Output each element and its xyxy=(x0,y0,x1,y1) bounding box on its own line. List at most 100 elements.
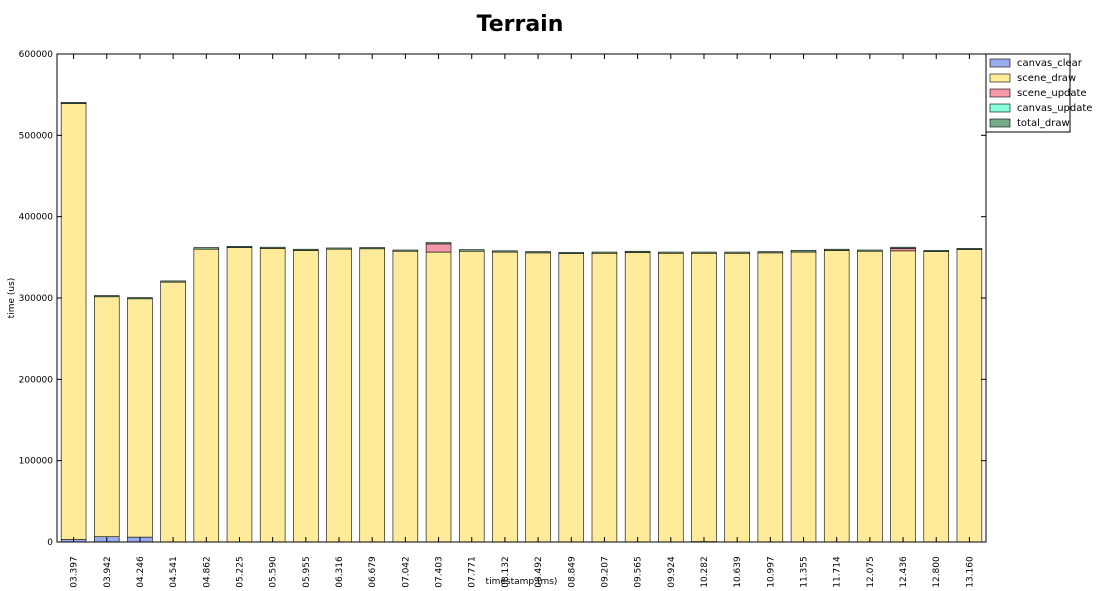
x-tick-label: 05.590 xyxy=(269,556,279,588)
bar-segment-total_draw-16 xyxy=(591,251,618,254)
bar-segment-total_draw-23 xyxy=(823,248,850,251)
bar-segment-total_draw-22 xyxy=(790,250,817,253)
y-tick-label: 0 xyxy=(47,538,53,548)
bar-segment-scene_draw-3 xyxy=(160,281,186,543)
x-tick-label: 12.436 xyxy=(899,556,909,588)
y-tick-label: 600000 xyxy=(19,50,54,60)
bar-segment-total_draw-8 xyxy=(326,247,352,250)
bar-segment-total_draw-13 xyxy=(492,250,518,253)
bar-segment-scene_update-11 xyxy=(425,243,452,253)
bar-segment-total_draw-14 xyxy=(525,251,551,254)
x-tick-label: 03.397 xyxy=(70,556,80,588)
bar-segment-scene_draw-11 xyxy=(425,251,452,543)
legend-label-scene_draw: scene_draw xyxy=(1017,73,1076,84)
y-tick-label: 100000 xyxy=(19,457,54,467)
x-tick-label: 11.714 xyxy=(833,556,843,588)
x-tick-label: 09.924 xyxy=(667,556,677,588)
bar-segment-scene_draw-0 xyxy=(60,103,87,540)
bar-segment-scene_draw-8 xyxy=(326,248,352,543)
bar-segment-total_draw-12 xyxy=(458,249,485,252)
bar-segment-scene_draw-16 xyxy=(591,252,618,543)
legend: canvas_clear scene_draw scene_updatecanvas… xyxy=(985,53,1092,133)
bar-segment-scene_draw-23 xyxy=(823,250,850,543)
bar-segment-total_draw-6 xyxy=(259,246,286,249)
bar-segment-scene_draw-12 xyxy=(458,250,485,543)
legend-label-scene_update: scene_update xyxy=(1017,88,1087,99)
x-tick-label: 12.800 xyxy=(932,556,942,588)
bar-segment-scene_draw-27 xyxy=(956,249,983,543)
bar-segment-scene_draw-10 xyxy=(392,250,419,543)
legend-swatch-total_draw xyxy=(989,118,1011,128)
bar-segment-total_draw-17 xyxy=(624,250,651,253)
legend-label-canvas_clear: canvas_clear xyxy=(1017,58,1083,69)
bar-segment-scene_draw-24 xyxy=(857,250,883,543)
x-tick-label: 09.207 xyxy=(600,556,610,588)
legend-swatch-canvas_update xyxy=(989,103,1011,113)
x-tick-label: 09.565 xyxy=(634,556,644,588)
bar-segment-scene_update-25 xyxy=(890,248,916,252)
x-tick-label: 08.849 xyxy=(567,556,577,588)
bar-segment-total_draw-15 xyxy=(558,252,585,254)
legend-swatch-canvas_clear xyxy=(989,58,1011,68)
bar-segment-total_draw-25 xyxy=(890,246,916,249)
bar-segment-total_draw-4 xyxy=(193,247,220,250)
bar-segment-total_draw-24 xyxy=(857,249,883,252)
bar-segment-scene_draw-22 xyxy=(790,251,817,543)
bar-segment-scene_draw-17 xyxy=(624,252,651,543)
x-tick-label: 10.639 xyxy=(733,556,743,588)
x-tick-label: 05.225 xyxy=(235,556,245,588)
bar-segment-scene_draw-4 xyxy=(193,248,220,543)
x-tick-label: 04.246 xyxy=(136,556,146,588)
bar-segment-scene_draw-6 xyxy=(259,248,286,543)
bar-segment-scene_draw-21 xyxy=(757,252,784,543)
x-tick-label: 06.679 xyxy=(368,556,378,588)
bar-segment-scene_draw-14 xyxy=(525,252,551,543)
x-axis-label: timestamp (ms) xyxy=(486,577,558,587)
bar-segment-scene_draw-1 xyxy=(94,296,120,538)
bar-segment-total_draw-18 xyxy=(658,251,684,254)
bar-segment-total_draw-27 xyxy=(956,248,983,250)
bar-segment-total_draw-9 xyxy=(359,247,385,250)
legend-swatch-scene_update xyxy=(989,88,1011,98)
y-tick-label: 300000 xyxy=(19,294,54,304)
bar-segment-total_draw-1 xyxy=(94,295,120,298)
bar-segment-scene_draw-26 xyxy=(923,251,949,543)
legend-swatch-scene_draw xyxy=(989,73,1011,83)
x-tick-label: 07.042 xyxy=(401,556,411,588)
bar-segment-scene_draw-25 xyxy=(890,250,916,543)
bar-segment-total_draw-2 xyxy=(127,297,153,300)
x-tick-label: 04.541 xyxy=(169,556,179,588)
x-tick-label: 07.771 xyxy=(468,556,478,588)
bar-segment-total_draw-3 xyxy=(160,280,186,283)
y-axis: 0 100000 200000 300000 400000 500000 600000 xyxy=(19,50,986,548)
bar-segment-total_draw-0 xyxy=(60,102,87,104)
y-tick-label: 200000 xyxy=(19,375,54,385)
bar-segment-total_draw-21 xyxy=(757,251,784,254)
y-tick-label: 500000 xyxy=(19,131,54,141)
bar-segment-scene_draw-2 xyxy=(127,298,153,538)
x-tick-label: 10.997 xyxy=(766,556,776,588)
bar-segment-scene_draw-18 xyxy=(658,252,684,543)
bar-segment-total_draw-11 xyxy=(425,242,452,245)
legend-label-total_draw: total_draw xyxy=(1017,118,1070,129)
bar-segment-scene_draw-19 xyxy=(691,252,717,542)
bar-segment-total_draw-20 xyxy=(724,251,750,254)
x-tick-label: 12.075 xyxy=(866,556,876,588)
y-tick-label: 400000 xyxy=(19,213,54,223)
y-axis-label: time (us) xyxy=(7,278,17,319)
x-tick-label: 10.282 xyxy=(700,556,710,588)
bars-layer xyxy=(60,102,983,543)
x-tick-label: 06.316 xyxy=(335,556,345,588)
bar-segment-scene_draw-20 xyxy=(724,252,750,543)
bar-segment-total_draw-19 xyxy=(691,251,717,254)
bar-segment-scene_draw-13 xyxy=(492,251,518,543)
x-tick-label: 11.355 xyxy=(800,556,810,588)
x-tick-label: 07.403 xyxy=(435,556,445,588)
bar-segment-total_draw-7 xyxy=(293,248,319,251)
x-tick-label: 03.942 xyxy=(103,556,113,588)
x-axis: 03.397 03.942 04.246 04.541 04.862 05.225 05.5… xyxy=(70,54,975,588)
bar-segment-scene_draw-15 xyxy=(558,253,585,543)
x-tick-label: 08.492 xyxy=(534,556,544,588)
x-tick-label: 08.132 xyxy=(501,556,511,588)
